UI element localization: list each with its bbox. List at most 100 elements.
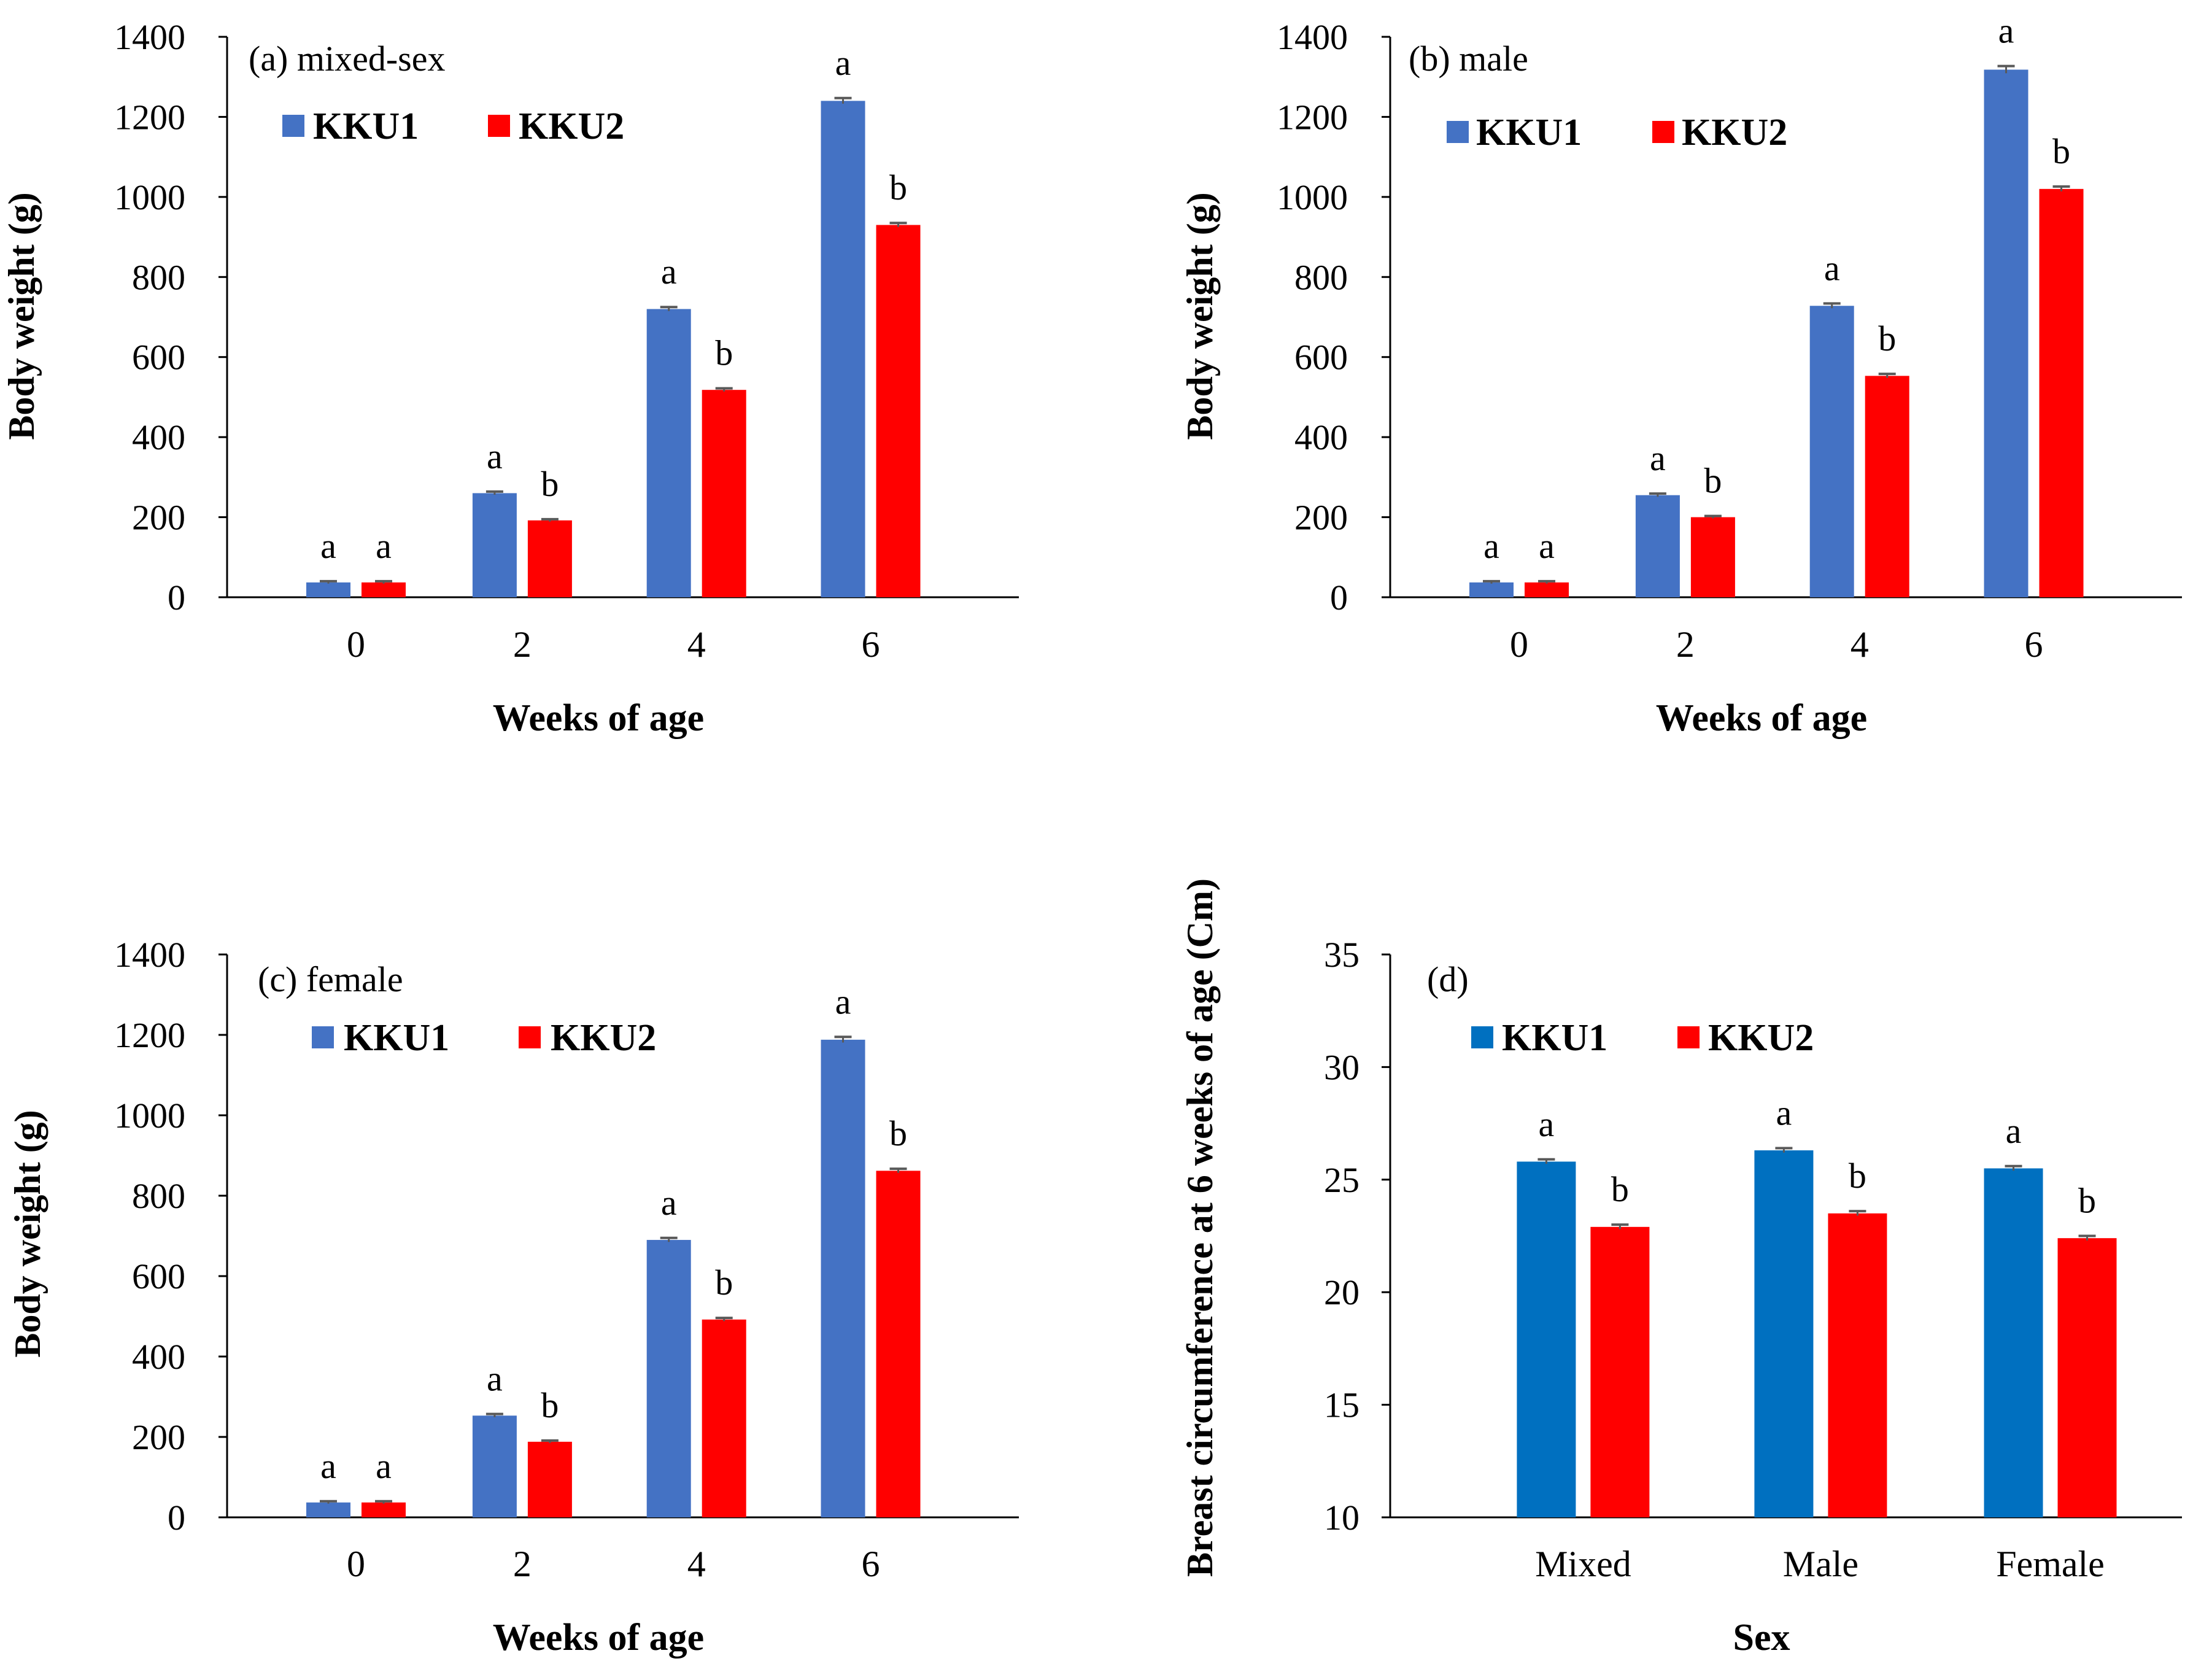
bar-kku1-4 — [646, 1240, 691, 1517]
legend-swatch-kku1 — [282, 115, 304, 137]
legend-label: KKU2 — [1708, 1017, 1814, 1059]
bar-kku1-6 — [821, 1039, 865, 1517]
bar-kku1-2 — [1635, 495, 1680, 597]
y-axis-title: Breast circumference at 6 weeks of age (… — [1180, 878, 1220, 1577]
x-tick-label: Female — [1996, 1544, 2105, 1584]
bar-kku1-6 — [1984, 69, 2029, 598]
bar-kku1-0 — [306, 1502, 350, 1517]
chart-panel-d: 10 15 20 25 30 35 Breast circumference at 6 we… — [1180, 878, 2182, 1659]
x-tick-label: 4 — [1851, 624, 1869, 665]
significance-label: a — [376, 526, 392, 566]
x-axis-title: Weeks of age — [493, 697, 704, 739]
significance-label: a — [1539, 1104, 1555, 1144]
significance-label: b — [1611, 1169, 1629, 1209]
y-tick-label: 800 — [1294, 257, 1348, 297]
x-tick-label: Male — [1783, 1544, 1858, 1584]
significance-label: a — [1539, 526, 1555, 566]
significance-label: a — [487, 1359, 503, 1399]
significance-label: b — [715, 333, 733, 373]
y-tick-label: 1200 — [114, 97, 185, 137]
legend-swatch-kku2 — [519, 1026, 541, 1048]
y-tick-label: 1400 — [114, 17, 185, 57]
x-tick-label: 2 — [1676, 624, 1695, 665]
bar-kku2-2 — [527, 520, 572, 597]
chart-panel-c: 0 200 400 600 800 1000 1200 1400 Body weight (g)… — [7, 935, 1019, 1659]
significance-label: a — [1998, 11, 2014, 51]
bar-kku2-6 — [876, 1171, 921, 1517]
y-tick-label: 600 — [132, 338, 185, 377]
significance-label: b — [1849, 1156, 1866, 1196]
bar-kku2-0 — [362, 582, 406, 597]
y-tick-label: 400 — [1294, 417, 1348, 457]
y-tick-label: 20 — [1324, 1272, 1360, 1312]
chart-panel-b: 0 200 400 600 800 1000 1200 1400 Body weight (g)… — [1180, 11, 2182, 739]
bar-kku1-0 — [306, 582, 350, 597]
x-tick-label: 0 — [347, 1544, 365, 1584]
y-axis-title: Body weight (g) — [1180, 192, 1220, 439]
bar-kku1-2 — [472, 493, 517, 597]
y-tick-label: 1000 — [1277, 177, 1348, 217]
y-tick-label: 1400 — [1277, 17, 1348, 57]
bar-kku1-0 — [1469, 582, 1514, 597]
bar-kku1-4 — [1809, 306, 1854, 597]
bar-kku1-4 — [646, 309, 691, 597]
significance-label: a — [320, 1446, 336, 1486]
bar-kku2-mixed — [1590, 1226, 1650, 1517]
significance-label: b — [541, 464, 559, 504]
panel-title: (d) — [1427, 959, 1469, 999]
y-tick-label: 0 — [168, 578, 185, 617]
significance-label: b — [1704, 461, 1722, 501]
significance-label: a — [320, 526, 336, 566]
panel-title: (c) female — [258, 959, 403, 999]
significance-label: b — [1878, 319, 1896, 358]
bar-kku2-2 — [1690, 517, 1735, 597]
legend-label: KKU2 — [551, 1017, 656, 1059]
significance-label: a — [1650, 438, 1666, 478]
legend-swatch-kku1 — [312, 1026, 334, 1048]
y-tick-label: 200 — [132, 498, 185, 538]
significance-label: a — [661, 252, 677, 292]
x-tick-label: 4 — [687, 1544, 706, 1584]
y-tick-label: 600 — [1294, 338, 1348, 377]
bar-kku2-6 — [876, 225, 921, 597]
legend-label: KKU1 — [1502, 1017, 1607, 1059]
legend-label: KKU1 — [1476, 112, 1582, 153]
y-tick-label: 10 — [1324, 1498, 1360, 1538]
x-tick-label: 2 — [513, 624, 532, 665]
x-tick-label: 2 — [513, 1544, 532, 1584]
y-tick-label: 1000 — [114, 177, 185, 217]
x-tick-label: 4 — [687, 624, 706, 665]
y-tick-label: 200 — [1294, 498, 1348, 538]
x-tick-label: 6 — [2025, 624, 2043, 665]
legend-label: KKU2 — [519, 106, 624, 147]
y-tick-label: 1200 — [1277, 97, 1348, 137]
x-tick-label: 0 — [1510, 624, 1528, 665]
panel-title: (a) mixed-sex — [249, 39, 445, 79]
y-tick-label: 400 — [132, 417, 185, 457]
significance-label: a — [1824, 248, 1840, 288]
x-axis-title: Sex — [1733, 1617, 1790, 1659]
significance-label: a — [661, 1183, 677, 1223]
y-axis-title: Body weight (g) — [7, 1110, 48, 1357]
bar-kku2-4 — [702, 390, 746, 597]
y-axis-title: Body weight (g) — [1, 192, 42, 439]
bar-kku2-6 — [2039, 188, 2084, 597]
y-tick-label: 30 — [1324, 1047, 1360, 1087]
significance-label: b — [889, 168, 907, 207]
legend-swatch-kku2 — [1652, 121, 1674, 143]
legend-swatch-kku1 — [1471, 1026, 1493, 1048]
bar-kku2-4 — [1865, 376, 1909, 597]
significance-label: b — [2078, 1181, 2096, 1221]
x-tick-label: 6 — [862, 624, 880, 665]
legend-label: KKU2 — [1682, 112, 1787, 153]
significance-label: a — [1776, 1093, 1792, 1132]
significance-label: a — [376, 1446, 392, 1486]
x-axis-title: Weeks of age — [493, 1617, 704, 1659]
y-tick-label: 200 — [132, 1417, 185, 1457]
bar-kku2-0 — [362, 1502, 406, 1517]
x-tick-label: Mixed — [1535, 1544, 1631, 1584]
x-tick-label: 6 — [862, 1544, 880, 1584]
bar-kku2-female — [2057, 1238, 2117, 1517]
y-tick-label: 1400 — [114, 935, 185, 975]
